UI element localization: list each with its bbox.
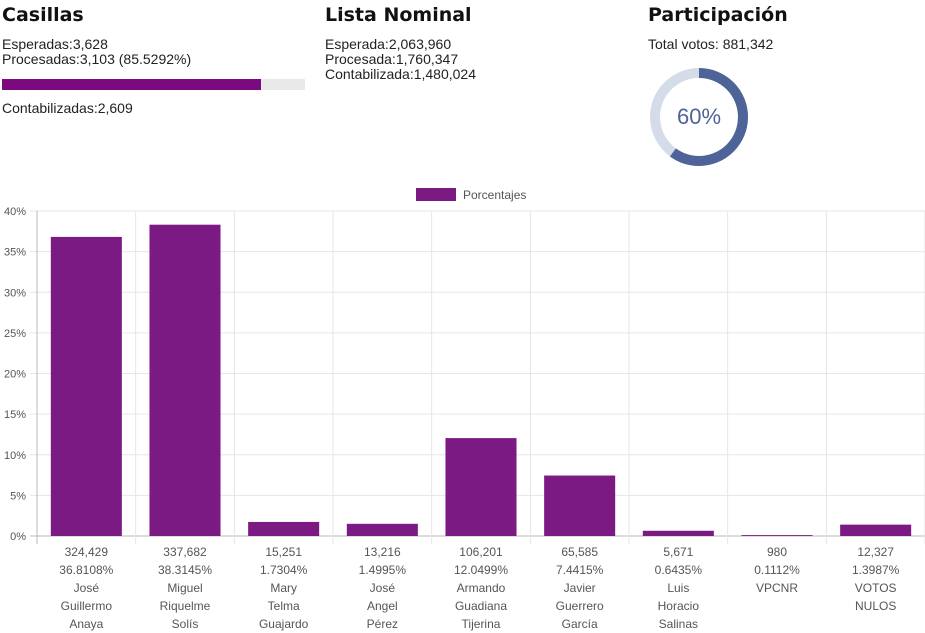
y-tick-label: 0% [10,531,26,543]
lista-esperada: Esperada:2,063,960 [325,36,452,52]
x-tick-label: Pérez [367,617,398,631]
x-tick-label: Anaya [69,617,103,631]
x-tick-label: 7.4415% [556,563,604,577]
casillas-procesadas: Procesadas:3,103 (85.5292%) [2,51,192,67]
legend-swatch [416,188,456,201]
casillas-progress-bar [2,79,305,90]
x-tick-label: Salinas [659,617,698,631]
bar [445,438,517,536]
x-tick-label: 0.6435% [655,563,703,577]
x-tick-label: Guerrero [556,599,604,613]
bar [248,521,320,536]
y-tick-label: 20% [4,369,26,381]
x-tick-label: 337,682 [163,545,207,559]
x-tick-label: 106,201 [459,545,503,559]
y-tick-label: 5% [10,490,26,502]
x-tick-label: Miguel [167,581,202,595]
x-tick-label: Riquelme [160,599,211,613]
x-tick-label: 12.0499% [454,563,508,577]
x-tick-label: José [74,581,100,595]
y-tick-label: 30% [4,287,26,299]
x-tick-label: 1.4995% [359,563,407,577]
y-tick-label: 40% [4,206,26,218]
x-tick-label: Guajardo [259,617,309,631]
x-tick-label: Tijerina [462,617,501,631]
x-tick-label: 1.7304% [260,563,308,577]
bar [149,224,221,536]
x-tick-label: Luis [667,581,689,595]
bar [346,523,418,536]
x-tick-label: Guillermo [61,599,113,613]
x-tick-label: Javier [564,581,596,595]
x-tick-label: 0.1112% [754,563,800,577]
x-tick-label: Angel [367,599,398,613]
casillas-title: Casillas [2,4,84,26]
x-tick-label: 13,216 [364,545,401,559]
x-tick-label: Mary [270,581,297,595]
x-tick-label: 324,429 [65,545,109,559]
y-tick-label: 25% [4,328,26,340]
x-tick-label: Telma [268,599,300,613]
y-tick-label: 10% [4,450,26,462]
x-tick-label: VOTOS [855,581,897,595]
participacion-title: Participación [648,4,788,26]
participacion-percent: 60% [676,104,722,129]
casillas-esperadas: Esperadas:3,628 [2,36,108,52]
x-tick-label: VPCNR [756,581,798,595]
x-tick-label: García [562,617,598,631]
x-tick-label: Guadiana [455,599,507,613]
x-tick-label: 36.8108% [59,563,113,577]
casillas-progress-fill [2,79,262,90]
y-tick-label: 15% [4,409,26,421]
bar [741,535,813,536]
x-tick-label: 12,327 [857,545,894,559]
x-tick-label: 65,585 [561,545,598,559]
x-tick-label: José [370,581,396,595]
casillas-contabilizadas: Contabilizadas:2,609 [2,100,133,116]
results-bar-chart: Porcentajes 0% 5% 10% 15% 20% 25% 30% 35% 40% 324,… [4,188,925,631]
casillas-panel: Casillas Esperadas:3,628 Procesadas:3,10… [2,0,312,116]
x-tick-label: NULOS [855,599,896,613]
x-tick-label: Solís [172,617,199,631]
x-tick-label: 5,671 [663,545,693,559]
lista-contabilizada: Contabilizada:1,480,024 [325,66,477,82]
donut-arc [650,68,748,166]
lista-nominal-panel: Lista Nominal Esperada:2,063,960 Procesa… [325,0,625,82]
x-tick-label: 980 [767,545,787,559]
x-tick-label: 38.3145% [158,563,212,577]
total-votos: Total votos: 881,342 [648,36,774,52]
bar [544,475,616,536]
x-tick-label: Armando [457,581,506,595]
participacion-donut [650,68,748,166]
bar [50,236,122,537]
bar [840,524,912,536]
legend-label: Porcentajes [463,188,526,202]
y-tick-label: 35% [4,247,26,259]
lista-nominal-title: Lista Nominal [325,4,472,26]
lista-procesada: Procesada:1,760,347 [325,51,459,67]
bar [642,530,714,536]
x-tick-label: 1.3987% [852,563,900,577]
participacion-panel: Participación Total votos: 881,342 60% [648,0,918,166]
x-tick-label: 15,251 [265,545,302,559]
x-tick-label: Horacio [658,599,700,613]
